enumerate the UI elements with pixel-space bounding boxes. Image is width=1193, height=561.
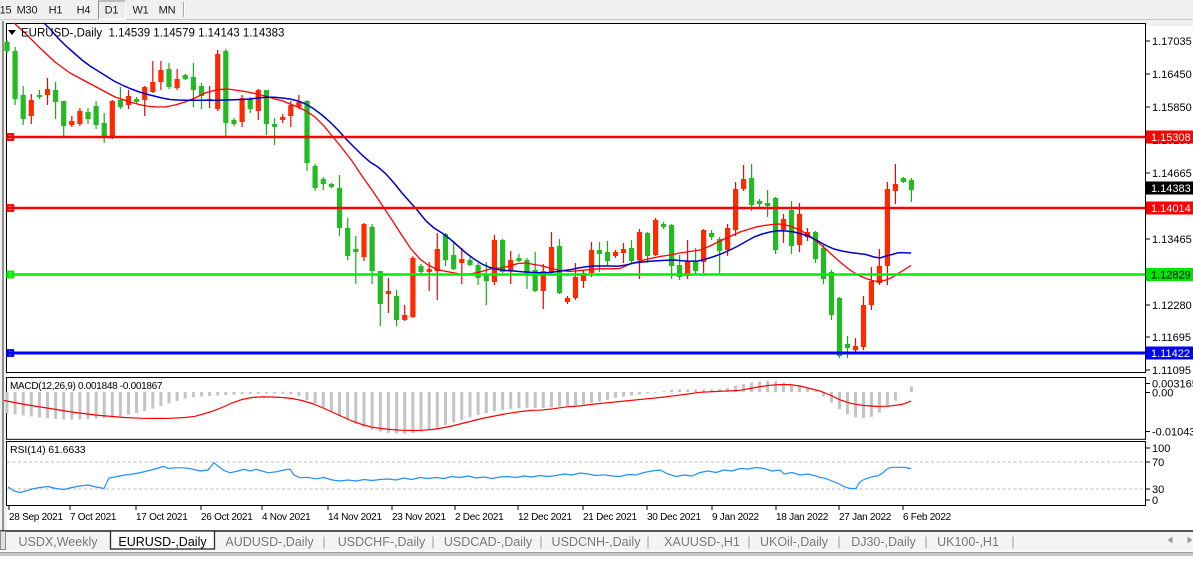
svg-text:4 Nov 2021: 4 Nov 2021 — [262, 512, 311, 523]
svg-text:1.14383: 1.14383 — [1151, 183, 1191, 195]
svg-text:18 Jan 2022: 18 Jan 2022 — [776, 512, 829, 523]
svg-text:1.17035: 1.17035 — [1152, 36, 1192, 48]
svg-text:|: | — [539, 535, 542, 549]
svg-text:|: | — [837, 535, 840, 549]
svg-text:USDCHF-,Daily: USDCHF-,Daily — [338, 535, 426, 549]
svg-text:0: 0 — [1152, 495, 1158, 507]
svg-text:1.12280: 1.12280 — [1152, 300, 1192, 312]
svg-text:1.15850: 1.15850 — [1152, 102, 1192, 114]
svg-text:1.15308: 1.15308 — [1151, 132, 1191, 144]
svg-text:D1: D1 — [105, 5, 119, 17]
svg-text:USDCAD-,Daily: USDCAD-,Daily — [444, 535, 533, 549]
svg-text:EURUSD-,Daily 1.14539 1.14579: EURUSD-,Daily 1.14539 1.14579 1.14143 1.… — [21, 28, 284, 40]
svg-text:1.11095: 1.11095 — [1152, 365, 1191, 377]
svg-text:70: 70 — [1152, 457, 1164, 469]
svg-text:1.16450: 1.16450 — [1152, 69, 1192, 81]
svg-text:USDX,Weekly: USDX,Weekly — [19, 535, 99, 549]
svg-text:W1: W1 — [132, 5, 148, 17]
svg-text:-0.01043: -0.01043 — [1152, 427, 1193, 439]
svg-text:1.14014: 1.14014 — [1151, 203, 1191, 215]
svg-text:14 Nov 2021: 14 Nov 2021 — [328, 512, 382, 523]
svg-text:0.00: 0.00 — [1152, 388, 1173, 400]
svg-text:21 Dec 2021: 21 Dec 2021 — [583, 512, 637, 523]
svg-text:1.11422: 1.11422 — [1151, 348, 1190, 360]
svg-text:6 Feb 2022: 6 Feb 2022 — [903, 512, 952, 523]
svg-text:28 Sep 2021: 28 Sep 2021 — [9, 512, 63, 523]
svg-text:AUDUSD-,Daily: AUDUSD-,Daily — [225, 535, 314, 549]
svg-text:9 Jan 2022: 9 Jan 2022 — [712, 512, 759, 523]
svg-text:|: | — [431, 535, 434, 549]
svg-text:1.11695: 1.11695 — [1152, 332, 1191, 344]
svg-text:15: 15 — [0, 5, 11, 17]
svg-text:EURUSD-,Daily: EURUSD-,Daily — [118, 535, 207, 549]
svg-text:30: 30 — [1152, 484, 1164, 496]
svg-text:M30: M30 — [17, 5, 38, 17]
svg-text:MACD(12,26,9) 0.001848 -0.0018: MACD(12,26,9) 0.001848 -0.001867 — [10, 381, 163, 392]
svg-text:UK100-,H1: UK100-,H1 — [937, 535, 999, 549]
svg-text:17 Oct 2021: 17 Oct 2021 — [136, 512, 188, 523]
svg-text:|: | — [1011, 535, 1014, 549]
svg-text:H4: H4 — [77, 5, 91, 17]
svg-text:|: | — [646, 535, 649, 549]
svg-text:7 Oct 2021: 7 Oct 2021 — [70, 512, 117, 523]
svg-text:RSI(14) 61.6633: RSI(14) 61.6633 — [10, 444, 86, 456]
svg-text:|: | — [322, 535, 325, 549]
svg-text:|: | — [924, 535, 927, 549]
svg-text:UKOil-,Daily: UKOil-,Daily — [760, 535, 829, 549]
svg-text:DJ30-,Daily: DJ30-,Daily — [851, 535, 916, 549]
svg-text:26 Oct 2021: 26 Oct 2021 — [201, 512, 253, 523]
svg-text:|: | — [747, 535, 750, 549]
svg-text:2 Dec 2021: 2 Dec 2021 — [455, 512, 504, 523]
svg-text:30 Dec 2021: 30 Dec 2021 — [647, 512, 701, 523]
svg-text:1.14665: 1.14665 — [1152, 168, 1192, 180]
svg-text:23 Nov 2021: 23 Nov 2021 — [392, 512, 446, 523]
svg-text:0.003165: 0.003165 — [1152, 379, 1193, 391]
svg-text:27 Jan 2022: 27 Jan 2022 — [839, 512, 892, 523]
svg-text:12 Dec 2021: 12 Dec 2021 — [518, 512, 572, 523]
svg-text:XAUUSD-,H1: XAUUSD-,H1 — [664, 535, 740, 549]
svg-text:100: 100 — [1152, 443, 1170, 455]
svg-text:1.12829: 1.12829 — [1151, 270, 1191, 282]
svg-text:1.13465: 1.13465 — [1152, 234, 1192, 246]
svg-text:USDCNH-,Daily: USDCNH-,Daily — [552, 535, 642, 549]
svg-text:MN: MN — [159, 5, 176, 17]
svg-text:H1: H1 — [49, 5, 63, 17]
